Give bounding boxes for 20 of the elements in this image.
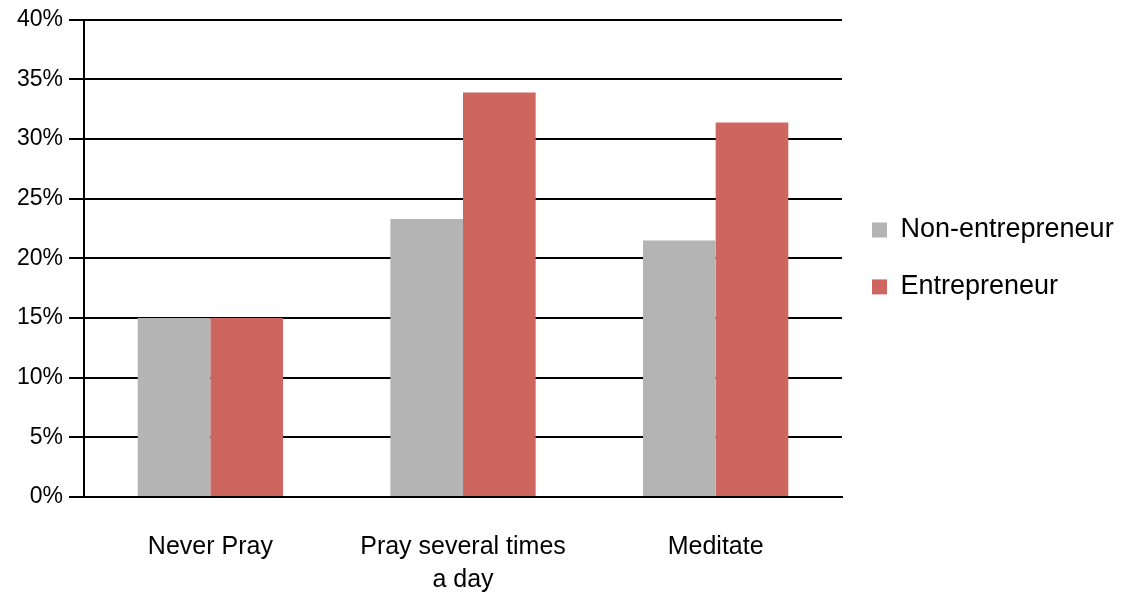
bar: [390, 219, 464, 496]
y-tick-label: 30%: [16, 124, 64, 151]
legend-label: Entrepreneur: [900, 270, 1059, 301]
bar: [643, 240, 716, 496]
bar: [463, 92, 536, 496]
y-tick-label: 0%: [29, 482, 64, 509]
bar: [137, 318, 211, 496]
x-tick-label: Meditate: [667, 531, 764, 560]
x-tick-label: Never Pray: [147, 531, 274, 560]
bar: [210, 318, 283, 496]
y-tick-label: 40%: [16, 5, 64, 32]
y-tick-label: 15%: [16, 303, 64, 330]
y-tick-label: 10%: [16, 363, 64, 390]
y-tick-label: 35%: [16, 64, 64, 91]
y-tick-label: 5%: [29, 422, 64, 449]
bar: [715, 122, 789, 496]
y-tick-label: 20%: [16, 243, 64, 270]
legend-label: Non-entrepreneur: [900, 213, 1114, 244]
y-tick-label: 25%: [16, 184, 64, 211]
x-tick-label: Pray several times a day: [360, 531, 566, 592]
